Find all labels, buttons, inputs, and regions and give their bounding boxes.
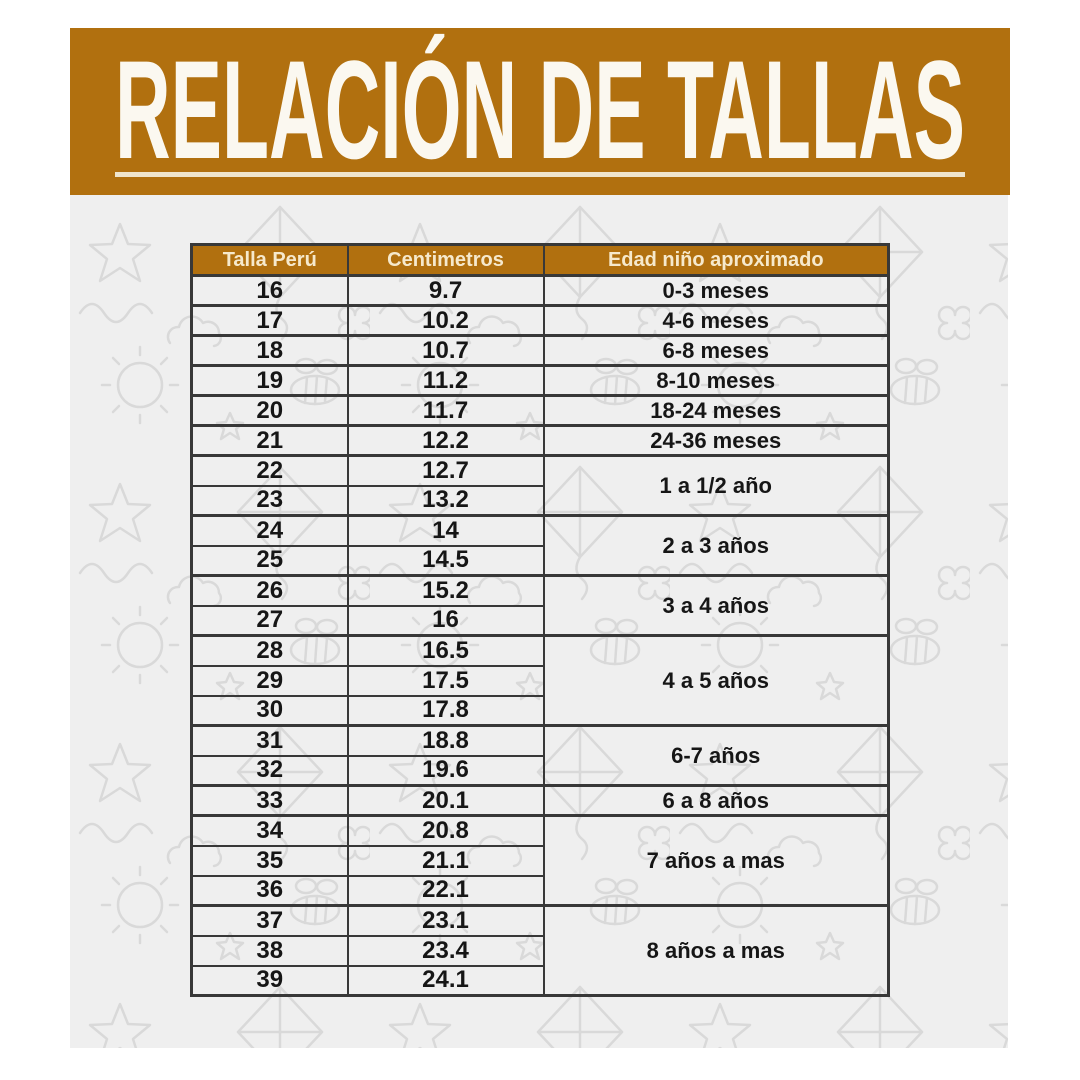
table-row: 33 20.1 6 a 8 años — [190, 784, 890, 817]
cell-cm: 10.2 — [346, 304, 545, 337]
title-underline — [115, 172, 965, 177]
table-row: 37 23.1 8 años a mas — [190, 904, 890, 997]
cell-edad: 0-3 meses — [542, 274, 890, 307]
cell-edad: 4-6 meses — [542, 304, 890, 337]
cell-edad: 6-8 meses — [542, 334, 890, 367]
cell-talla: 32 — [190, 754, 349, 787]
cell-talla: 31 — [190, 724, 349, 757]
cell-edad: 8-10 meses — [542, 364, 890, 397]
table-row: 24 14 2 a 3 años — [190, 514, 890, 577]
cell-edad: 7 años a mas — [542, 814, 890, 907]
cell-talla: 21 — [190, 424, 349, 457]
cell-edad: 2 a 3 años — [542, 514, 890, 577]
cell-talla: 37 — [190, 904, 349, 937]
cell-cm: 24.1 — [346, 964, 545, 997]
cell-talla: 23 — [190, 484, 349, 517]
cell-edad: 1 a 1/2 año — [542, 454, 890, 517]
cell-edad: 4 a 5 años — [542, 634, 890, 727]
table-row: 32 19.6 — [190, 754, 889, 787]
cell-talla: 26 — [190, 574, 349, 607]
cell-cm: 13.2 — [346, 484, 545, 517]
table-row: 26 15.2 3 a 4 años — [190, 574, 890, 637]
table-row: 31 18.8 6-7 años — [190, 724, 890, 787]
size-table-header: Talla Perú Centimetros Edad niño aproximad… — [190, 243, 890, 277]
cell-talla: 27 — [190, 604, 349, 637]
cell-talla: 20 — [190, 394, 349, 427]
cell-talla: 17 — [190, 304, 349, 337]
cell-cm: 10.7 — [346, 334, 545, 367]
cell-cm: 21.1 — [346, 844, 545, 877]
cell-edad: 18-24 meses — [542, 394, 890, 427]
cell-edad: 6-7 años — [542, 724, 890, 787]
cell-talla: 33 — [190, 784, 349, 817]
cell-cm: 11.7 — [346, 394, 545, 427]
table-row: 39 24.1 — [190, 964, 889, 997]
cell-edad: 3 a 4 años — [542, 574, 890, 637]
cell-cm: 12.7 — [346, 454, 545, 487]
cell-talla: 39 — [190, 964, 349, 997]
table-row: 25 14.5 — [190, 544, 889, 577]
cell-cm: 18.8 — [346, 724, 545, 757]
cell-cm: 16.5 — [346, 634, 545, 667]
cell-cm: 15.2 — [346, 574, 545, 607]
cell-talla: 22 — [190, 454, 349, 487]
table-row: 18 10.7 6-8 meses — [190, 334, 890, 367]
title-banner-art: RELACIÓN DE TALLAS — [115, 31, 965, 188]
cell-talla: 19 — [190, 364, 349, 397]
cell-talla: 38 — [190, 934, 349, 967]
column-header-2: Edad niño aproximado — [542, 243, 890, 277]
cell-edad: 8 años a mas — [542, 904, 890, 997]
cell-talla: 36 — [190, 874, 349, 907]
column-header-0: Talla Perú — [190, 243, 349, 277]
table-row: 23 13.2 — [190, 484, 889, 517]
cell-cm: 16 — [346, 604, 545, 637]
table-row: 27 16 — [190, 604, 889, 637]
cell-talla: 25 — [190, 544, 349, 577]
cell-cm: 23.1 — [346, 904, 545, 937]
table-row: 29 17.5 — [190, 664, 889, 697]
cell-cm: 17.8 — [346, 694, 545, 727]
table-row: 17 10.2 4-6 meses — [190, 304, 890, 337]
content-panel: Talla Perú Centimetros Edad niño aproximad… — [70, 195, 1008, 1048]
cell-cm: 20.8 — [346, 814, 545, 847]
cell-talla: 24 — [190, 514, 349, 547]
table-row: 38 23.4 — [190, 934, 889, 967]
cell-cm: 19.6 — [346, 754, 545, 787]
size-table-body: 16 9.7 0-3 meses 17 10.2 4-6 meses 18 10.7 6-8 m… — [190, 274, 890, 997]
cell-cm: 17.5 — [346, 664, 545, 697]
column-header-1: Centimetros — [346, 243, 545, 277]
cell-talla: 16 — [190, 274, 349, 307]
title-banner: RELACIÓN DE TALLAS — [70, 28, 1010, 195]
table-row: 35 21.1 — [190, 844, 889, 877]
header-row: Talla Perú Centimetros Edad niño aproximad… — [190, 243, 890, 277]
cell-cm: 23.4 — [346, 934, 545, 967]
table-row: 16 9.7 0-3 meses — [190, 274, 890, 307]
table-row: 20 11.7 18-24 meses — [190, 394, 890, 427]
table-row: 34 20.8 7 años a mas — [190, 814, 890, 907]
cell-talla: 35 — [190, 844, 349, 877]
cell-cm: 20.1 — [346, 784, 545, 817]
cell-edad: 6 a 8 años — [542, 784, 890, 817]
cell-cm: 14.5 — [346, 544, 545, 577]
table-row: 28 16.5 4 a 5 años — [190, 634, 890, 727]
cell-cm: 9.7 — [346, 274, 545, 307]
cell-talla: 34 — [190, 814, 349, 847]
cell-edad: 24-36 meses — [542, 424, 890, 457]
table-row: 22 12.7 1 a 1/2 año — [190, 454, 890, 517]
cell-talla: 30 — [190, 694, 349, 727]
page-title: RELACIÓN DE TALLAS — [115, 31, 965, 188]
cell-cm: 22.1 — [346, 874, 545, 907]
cell-talla: 28 — [190, 634, 349, 667]
size-table: Talla Perú Centimetros Edad niño aproximad… — [190, 243, 890, 997]
cell-cm: 12.2 — [346, 424, 545, 457]
table-row: 21 12.2 24-36 meses — [190, 424, 890, 457]
table-row: 36 22.1 — [190, 874, 889, 907]
table-row: 30 17.8 — [190, 694, 889, 727]
cell-talla: 18 — [190, 334, 349, 367]
table-row: 19 11.2 8-10 meses — [190, 364, 890, 397]
cell-cm: 11.2 — [346, 364, 545, 397]
cell-talla: 29 — [190, 664, 349, 697]
cell-cm: 14 — [346, 514, 545, 547]
